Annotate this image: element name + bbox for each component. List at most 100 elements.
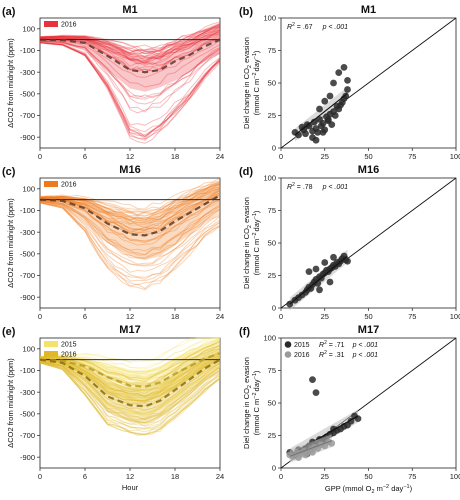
- day-curve: [39, 202, 221, 290]
- y-label-sup: −2: [252, 232, 258, 238]
- r2-value: = .71: [327, 342, 345, 349]
- r2-value: = .67: [295, 24, 313, 31]
- legend-marker: [284, 341, 292, 348]
- x-tick-label: 0: [38, 152, 42, 161]
- x-label-sup: −1: [403, 484, 409, 490]
- line-panel-a: 100 -100 -300 -500 -700 -900 0 6 12 18 24 (a) M1 ΔCO2…: [2, 4, 224, 161]
- x-tick-label: 100: [450, 472, 460, 481]
- day-curve: [39, 181, 221, 213]
- day-curve: [39, 23, 221, 53]
- y-tick-label: 75: [268, 46, 276, 55]
- y-tick-label: 100: [263, 14, 276, 23]
- y-label-sup: −1: [252, 373, 258, 379]
- y-label-text: Diel change in CO: [242, 388, 251, 449]
- y-label-sub: 2: [247, 385, 253, 388]
- y-tick-label: -100: [20, 46, 35, 55]
- p-value: p < .001: [352, 352, 379, 359]
- day-curve: [39, 200, 221, 252]
- y-tick-label: -500: [20, 249, 35, 258]
- y-tick-label: -900: [20, 453, 35, 462]
- day-curve: [39, 362, 221, 436]
- scatter-point: [295, 454, 302, 461]
- x-axis-label: Hour: [122, 483, 139, 492]
- x-tick-label: 0: [38, 312, 42, 321]
- day-curve: [39, 182, 221, 216]
- y-label-sup: −2: [252, 392, 258, 398]
- day-curve: [39, 41, 221, 133]
- day-curve: [39, 361, 221, 410]
- legend-swatch: [44, 21, 58, 27]
- day-curve: [39, 361, 221, 430]
- panel-title: M16: [358, 164, 379, 176]
- panel-title: M1: [361, 4, 376, 16]
- r2-label: R: [319, 352, 324, 359]
- y-label-text: (mmol C m: [252, 79, 261, 116]
- day-curve: [39, 362, 221, 436]
- day-curve: [39, 361, 221, 427]
- day-curve: [39, 188, 221, 226]
- x-tick-label: 25: [321, 312, 329, 321]
- panel-label: (b): [239, 6, 253, 18]
- day-curve: [39, 199, 221, 246]
- day-curve: [39, 343, 221, 378]
- day-curve: [39, 200, 221, 259]
- y-axis-label-line2: (mmol C m−2day−1): [252, 50, 261, 115]
- y-tick-label: 100: [263, 174, 276, 183]
- scatter-point: [330, 79, 337, 87]
- legend-stats: R2 = .31 p < .001: [319, 350, 378, 359]
- scatter-point: [312, 389, 320, 396]
- scatter-point: [335, 69, 343, 76]
- day-curve: [39, 23, 221, 52]
- scatter-point: [328, 121, 336, 128]
- day-curve: [39, 338, 221, 374]
- legend-swatch: [44, 341, 58, 347]
- day-curve: [39, 362, 221, 435]
- day-curve: [39, 24, 221, 52]
- r2-sup: 2: [292, 182, 295, 188]
- scatter-point: [309, 376, 316, 383]
- day-curve: [39, 25, 221, 57]
- y-label-text: evasion: [242, 357, 251, 385]
- r2-label: R: [287, 24, 292, 31]
- day-curve: [39, 347, 221, 383]
- scatter-point: [330, 253, 337, 261]
- day-curve: [39, 201, 221, 273]
- day-curve: [39, 200, 221, 256]
- y-axis-label-line2: (mmol C m−2day−1): [252, 210, 261, 275]
- x-tick-label: 6: [83, 472, 87, 481]
- day-curve: [39, 201, 221, 266]
- x-tick-label: 75: [408, 312, 416, 321]
- y-tick-label: 50: [268, 399, 276, 408]
- day-curve: [39, 338, 221, 373]
- day-curve: [40, 26, 221, 54]
- r2-label: R: [287, 184, 292, 191]
- x-tick-label: 75: [408, 472, 416, 481]
- day-curve: [39, 26, 221, 56]
- y-tick-label: 25: [268, 111, 276, 120]
- x-tick-label: 18: [171, 152, 179, 161]
- x-tick-label: 24: [216, 152, 224, 161]
- day-curve: [40, 190, 221, 230]
- y-tick-label: -300: [20, 228, 35, 237]
- x-tick-label: 0: [279, 152, 283, 161]
- x-tick-label: 50: [364, 152, 372, 161]
- day-curve: [39, 340, 221, 380]
- y-label-text: Diel change in CO: [242, 228, 251, 289]
- p-value: p < .001: [322, 184, 349, 191]
- day-curve: [39, 360, 221, 420]
- x-tick-label: 18: [171, 472, 179, 481]
- fit-line: [289, 255, 348, 305]
- day-curve: [39, 35, 221, 70]
- scatter-point: [331, 112, 339, 119]
- scatter-point: [302, 451, 309, 459]
- r2-sup: 2: [324, 350, 327, 356]
- scatter-point: [344, 77, 351, 84]
- day-curve: [39, 42, 221, 138]
- legend-label: 2016: [294, 352, 310, 359]
- day-curve: [39, 360, 221, 424]
- x-tick-label: 12: [126, 472, 134, 481]
- day-curve: [39, 189, 221, 231]
- panel-label: (f): [239, 326, 250, 338]
- y-tick-label: -700: [20, 111, 35, 120]
- day-curve: [39, 201, 221, 278]
